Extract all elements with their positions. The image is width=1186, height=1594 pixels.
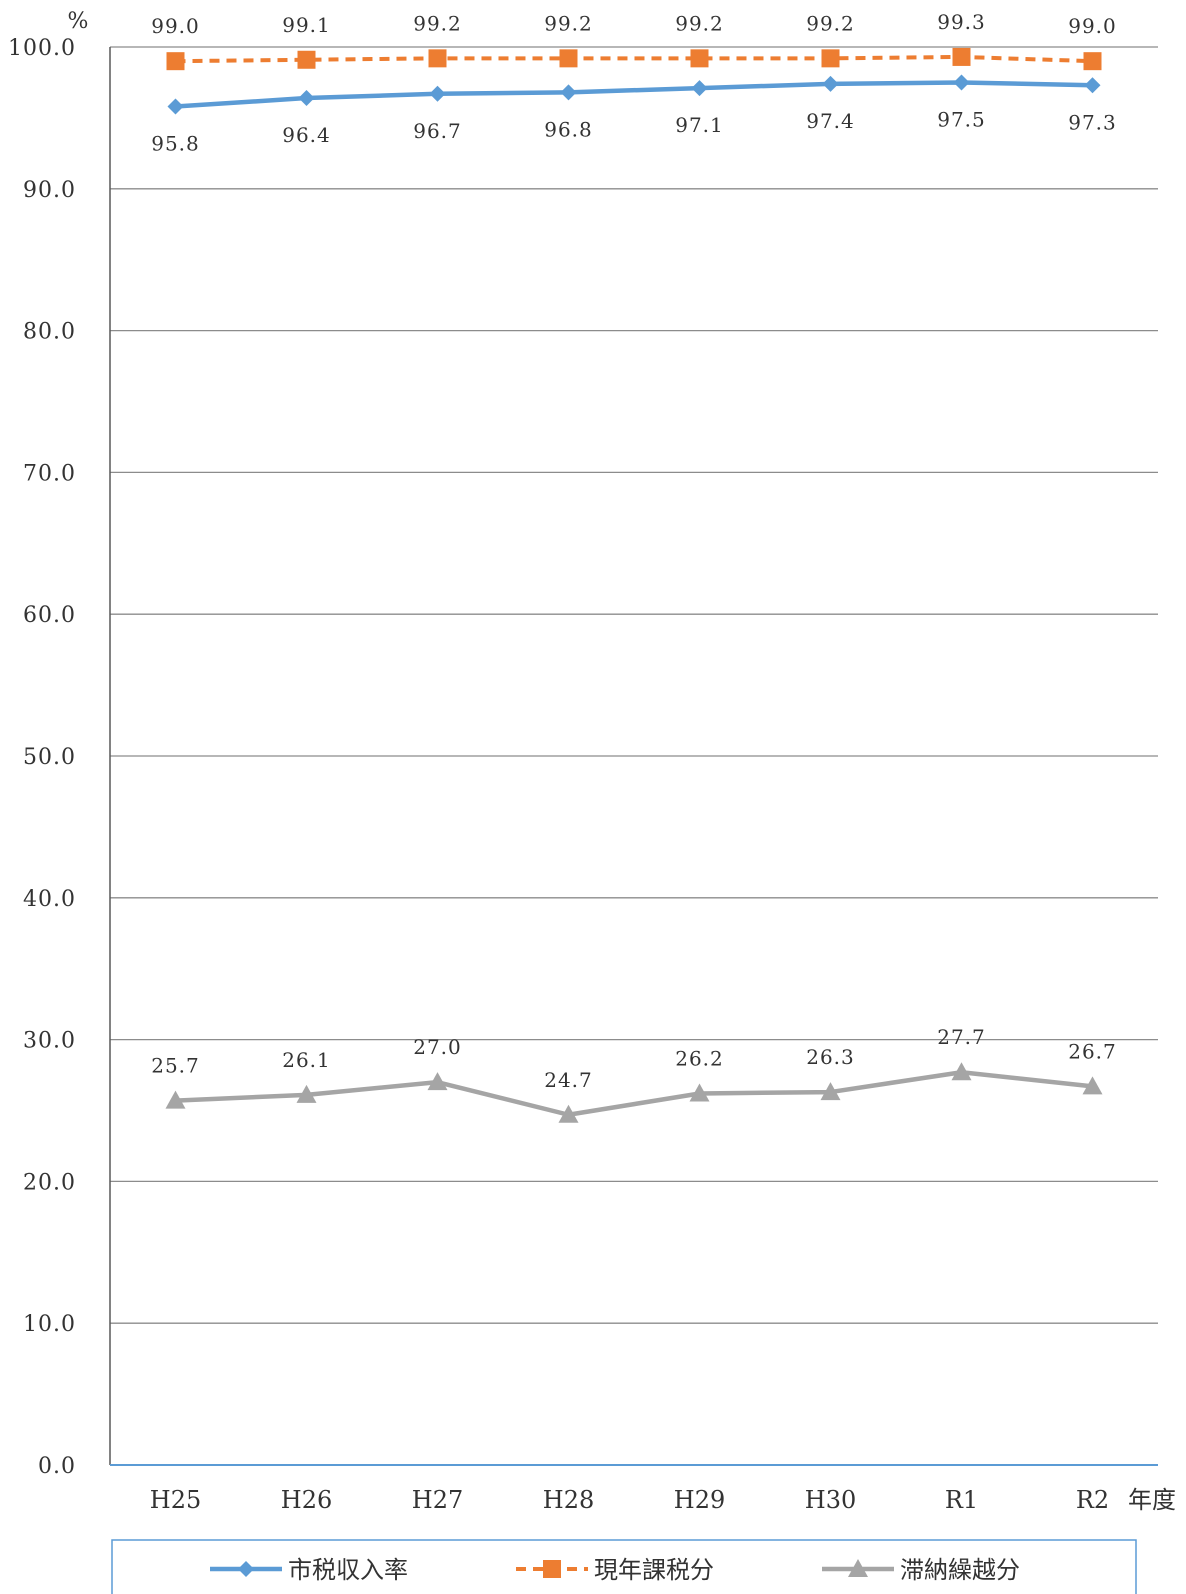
- y-tick-label: 60.0: [23, 603, 76, 628]
- y-tick-label: 40.0: [23, 887, 76, 912]
- x-axis-ticks: H25 H26 H27 H28 H29 H30 R1 R2: [150, 1486, 1109, 1514]
- x-axis-unit: 年度: [1128, 1486, 1176, 1514]
- data-label: 27.0: [413, 1035, 462, 1059]
- data-point-triangle: [165, 1090, 186, 1109]
- x-tick-label: R2: [1076, 1486, 1109, 1514]
- data-point-diamond: [560, 84, 577, 101]
- legend-marker: [848, 1559, 868, 1577]
- data-label: 25.7: [151, 1054, 200, 1078]
- x-tick-label: H26: [281, 1486, 332, 1514]
- data-point-diamond: [691, 80, 708, 97]
- y-tick-label: 100.0: [8, 36, 76, 61]
- data-point-triangle: [820, 1082, 841, 1101]
- data-point-diamond: [167, 98, 184, 115]
- data-label: 99.2: [675, 11, 724, 35]
- data-label: 96.8: [544, 117, 593, 141]
- data-point-diamond: [298, 90, 315, 107]
- data-label: 26.7: [1068, 1039, 1117, 1063]
- data-point-triangle: [689, 1083, 710, 1102]
- y-tick-label: 0.0: [38, 1454, 76, 1479]
- series-line: [175, 80, 1093, 109]
- data-point-triangle: [427, 1072, 448, 1091]
- data-label: 99.2: [544, 11, 593, 35]
- legend-marker: [543, 1560, 561, 1578]
- data-point-square: [428, 49, 447, 68]
- data-label: 96.7: [413, 119, 462, 143]
- legend-item: 現年課税分: [516, 1556, 714, 1584]
- x-tick-label: H25: [150, 1486, 201, 1514]
- data-label: 26.2: [675, 1046, 724, 1070]
- legend-label: 滞納繰越分: [900, 1556, 1020, 1584]
- data-label: 99.1: [282, 13, 331, 37]
- legend-label: 市税収入率: [288, 1556, 408, 1584]
- data-point-triangle: [558, 1104, 579, 1123]
- y-tick-label: 80.0: [23, 320, 76, 345]
- y-tick-label: 20.0: [23, 1170, 76, 1195]
- data-point-triangle: [1082, 1076, 1103, 1095]
- x-tick-label: H28: [543, 1486, 594, 1514]
- series-group: 95.8 96.4 96.7 96.8 97.1 97.4 97.5 97.3 99.0 99.1…: [151, 10, 1117, 1123]
- data-label: 97.1: [675, 113, 724, 137]
- y-tick-label: 70.0: [23, 461, 76, 486]
- data-point-diamond: [953, 74, 970, 91]
- y-tick-label: 30.0: [23, 1029, 76, 1054]
- legend-item: 滞納繰越分: [822, 1556, 1020, 1584]
- data-point-diamond: [1084, 77, 1101, 94]
- data-label: 97.4: [806, 109, 855, 133]
- data-label: 99.2: [413, 11, 462, 35]
- data-label: 27.7: [937, 1025, 986, 1049]
- data-point-triangle: [951, 1062, 972, 1081]
- data-point-diamond: [822, 75, 839, 92]
- data-point-square: [952, 47, 971, 66]
- data-label: 96.4: [282, 123, 331, 147]
- data-point-square: [690, 49, 709, 68]
- legend-box: [111, 1539, 1137, 1594]
- data-point-square: [297, 50, 316, 69]
- data-point-square: [1083, 52, 1102, 71]
- gridlines: [110, 46, 1158, 1324]
- data-point-triangle: [296, 1084, 317, 1103]
- data-label: 97.3: [1068, 110, 1117, 134]
- data-label: 99.2: [806, 11, 855, 35]
- data-label: 97.5: [937, 107, 986, 131]
- data-label: 99.0: [1068, 14, 1117, 38]
- x-tick-label: H30: [805, 1486, 856, 1514]
- data-label: 24.7: [544, 1068, 593, 1092]
- data-label: 95.8: [151, 132, 200, 156]
- data-point-square: [821, 49, 840, 68]
- series-1: 95.8 96.4 96.7 96.8 97.1 97.4 97.5 97.3: [151, 74, 1117, 156]
- series-line: [175, 1069, 1093, 1118]
- y-tick-label: 10.0: [23, 1312, 76, 1337]
- data-label: 99.0: [151, 14, 200, 38]
- data-point-square: [559, 49, 578, 68]
- x-tick-label: H27: [412, 1486, 463, 1514]
- y-axis-ticks: 0.0 10.0 20.0 30.0 40.0 50.0 60.0 70.0 80.0 90.0 1…: [8, 36, 76, 1479]
- legend-label: 現年課税分: [594, 1556, 714, 1584]
- legend: 市税収入率 現年課税分 滞納繰越分: [111, 1539, 1137, 1594]
- legend-item: 市税収入率: [210, 1556, 408, 1584]
- data-point-square: [166, 52, 185, 71]
- data-label: 26.3: [806, 1045, 855, 1069]
- x-tick-label: R1: [945, 1486, 978, 1514]
- y-tick-label: 50.0: [23, 745, 76, 770]
- y-tick-label: 90.0: [23, 178, 76, 203]
- data-point-diamond: [429, 85, 446, 102]
- series-3: 25.7 26.1 27.0 24.7 26.2 26.3 27.7 26.7: [151, 1025, 1117, 1123]
- series-2: 99.0 99.1 99.2 99.2 99.2 99.2 99.3 99.0: [151, 10, 1117, 71]
- x-tick-label: H29: [674, 1486, 725, 1514]
- legend-marker: [238, 1561, 254, 1577]
- data-label: 26.1: [282, 1048, 331, 1072]
- data-label: 99.3: [937, 10, 986, 34]
- y-axis-unit: %: [68, 9, 89, 34]
